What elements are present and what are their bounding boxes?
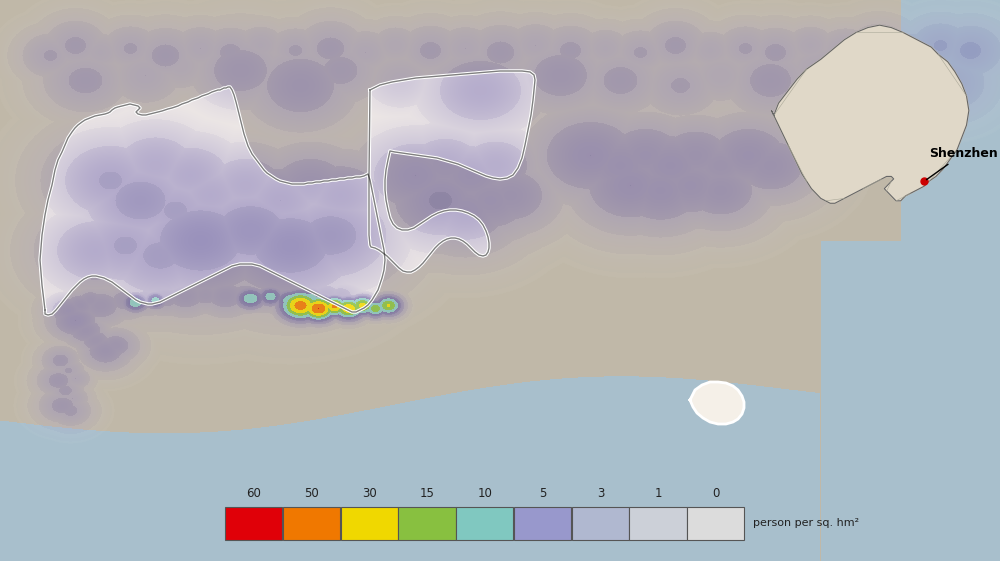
Text: 15: 15 — [420, 488, 435, 500]
Text: person per sq. hm²: person per sq. hm² — [753, 518, 859, 528]
Polygon shape — [820, 240, 1000, 380]
Text: 0: 0 — [712, 488, 720, 500]
Text: 5: 5 — [539, 488, 546, 500]
Text: 1: 1 — [655, 488, 662, 500]
Text: Shenzhen: Shenzhen — [926, 147, 998, 180]
Polygon shape — [0, 375, 1000, 561]
Text: 30: 30 — [362, 488, 377, 500]
Text: 50: 50 — [304, 488, 319, 500]
Polygon shape — [771, 25, 969, 203]
Text: 10: 10 — [478, 488, 492, 500]
Text: 60: 60 — [246, 488, 261, 500]
Text: 3: 3 — [597, 488, 604, 500]
